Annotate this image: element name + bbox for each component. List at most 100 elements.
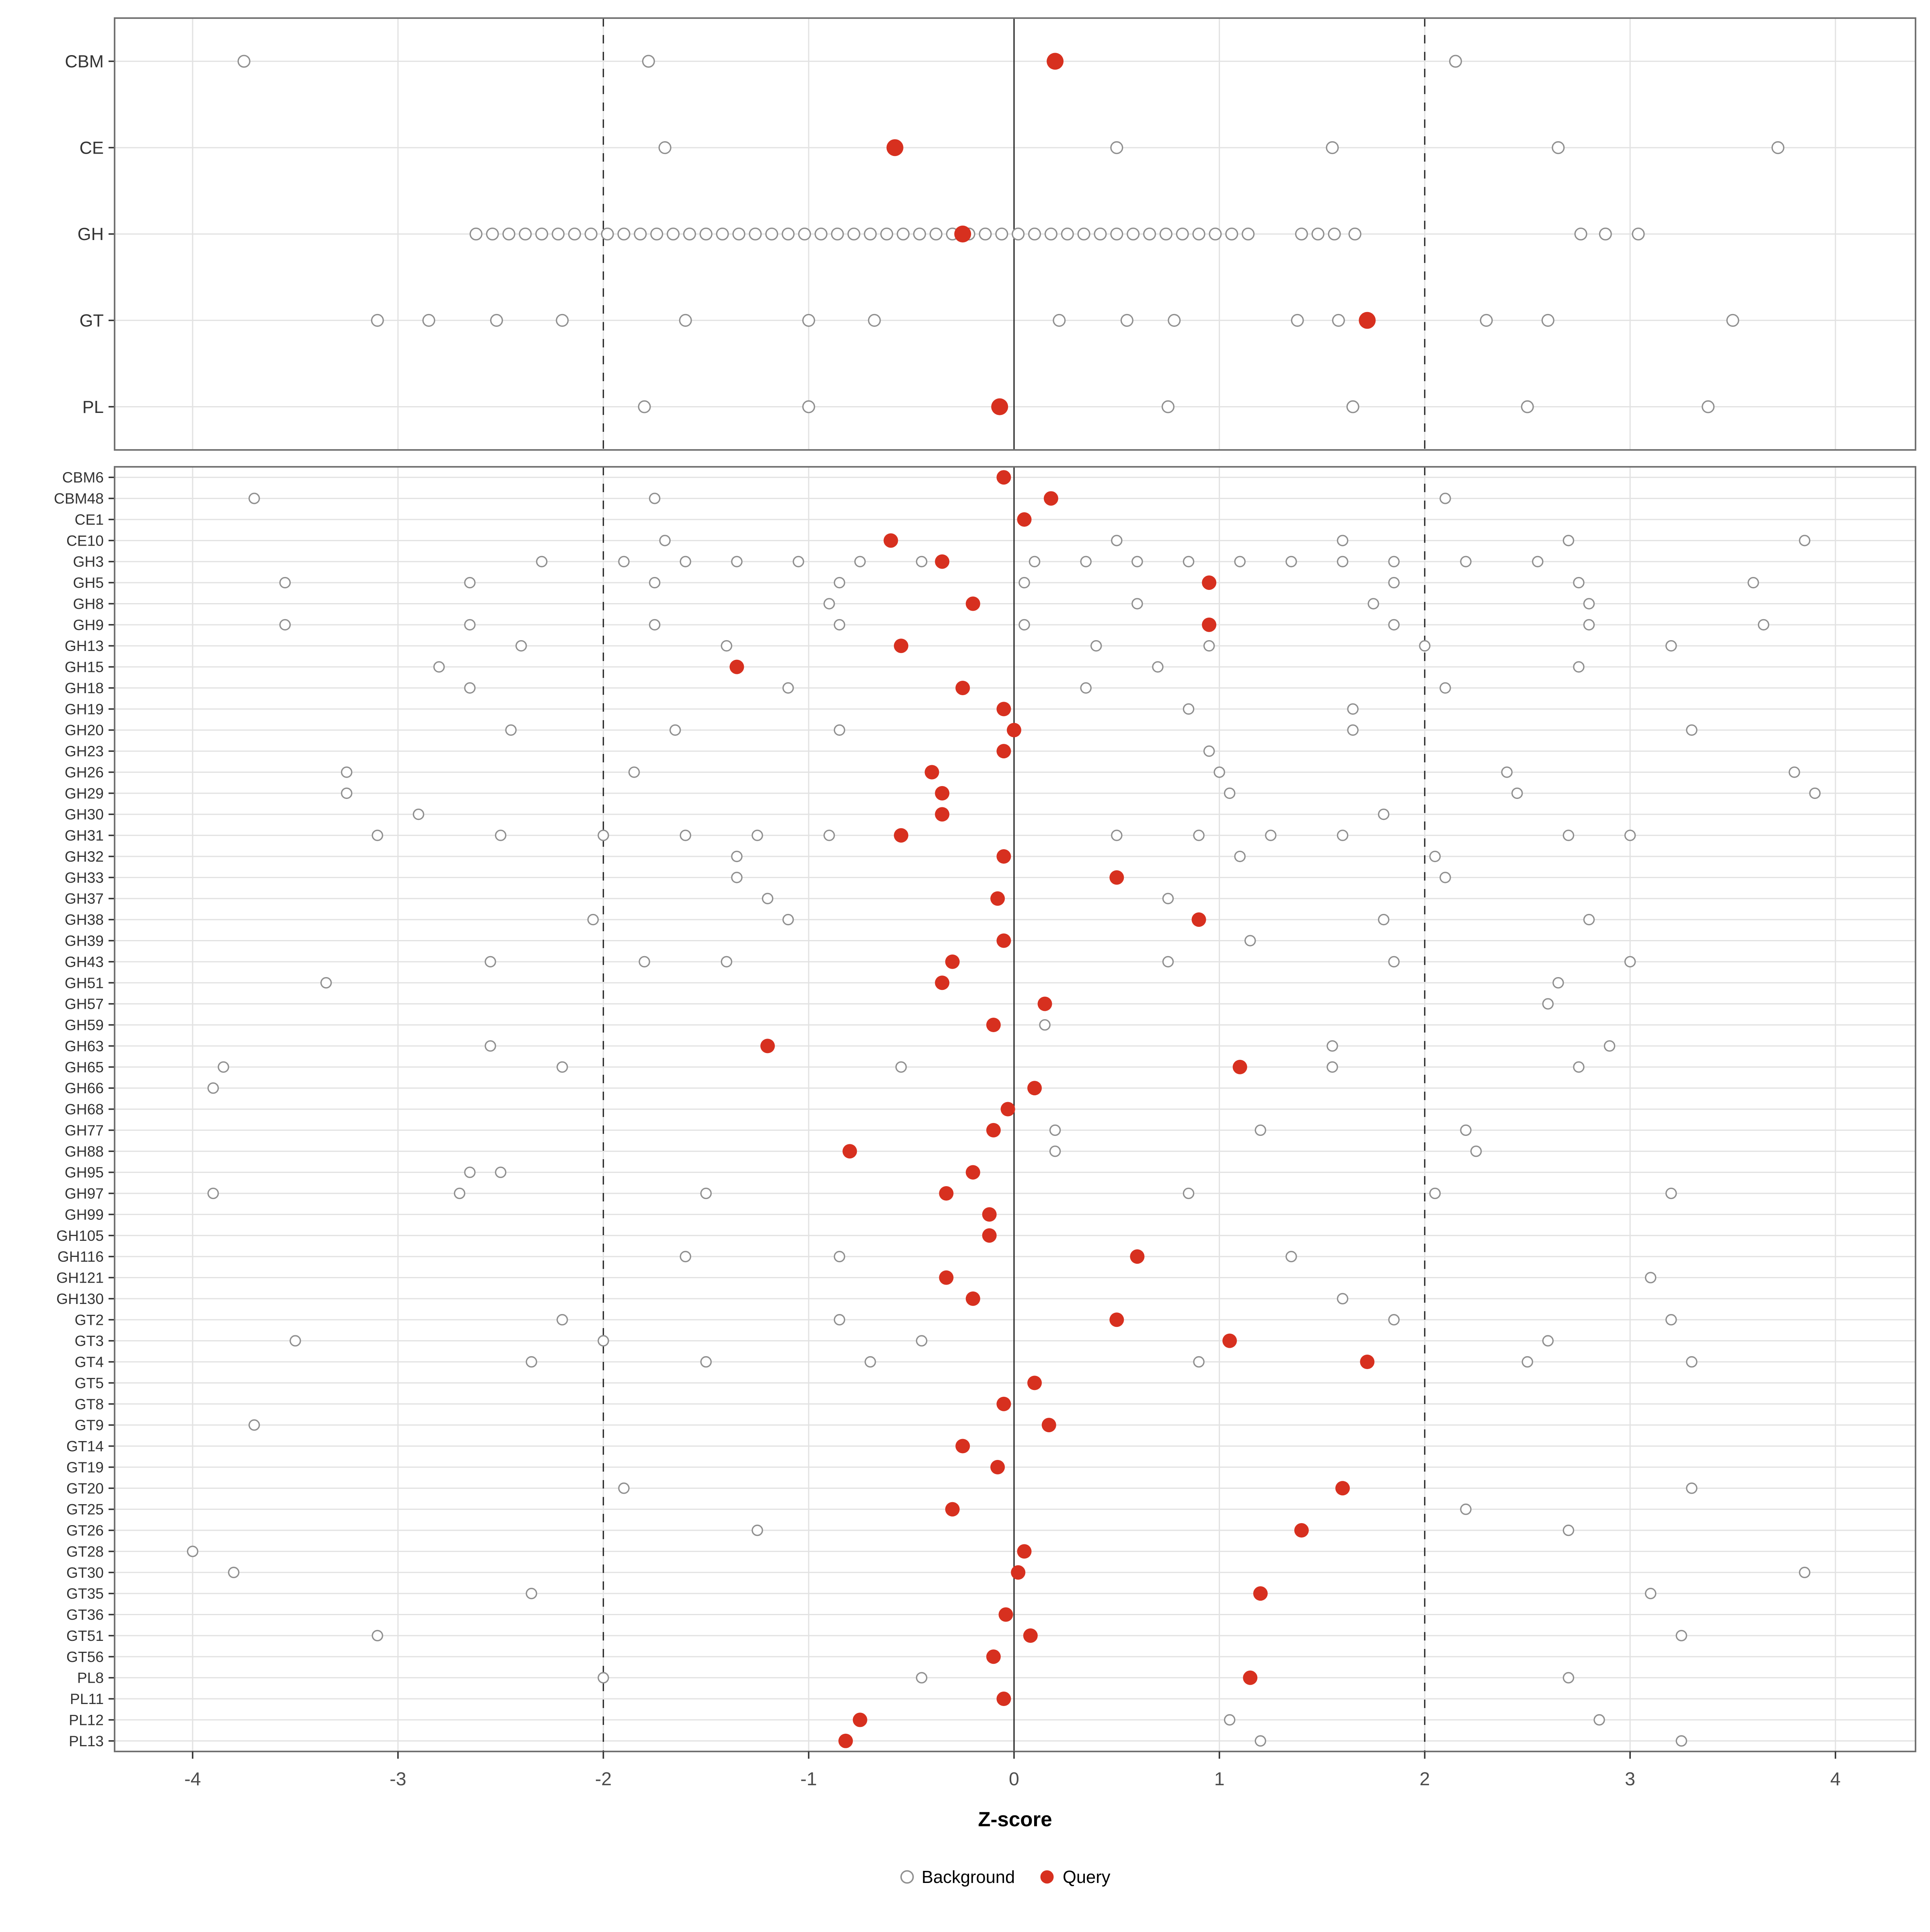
background-point xyxy=(341,766,353,778)
background-point xyxy=(721,640,733,652)
query-point xyxy=(760,1039,775,1053)
background-point xyxy=(502,227,515,241)
y-axis-label: GH23 xyxy=(65,743,104,760)
background-point xyxy=(1771,141,1784,154)
background-point xyxy=(597,1672,609,1684)
x-tick-label: -4 xyxy=(184,1768,201,1789)
background-point xyxy=(1111,829,1123,841)
query-point xyxy=(986,1017,1001,1032)
query-point xyxy=(1043,491,1058,506)
query-point xyxy=(945,954,960,969)
background-point xyxy=(1213,766,1225,778)
background-point xyxy=(1665,640,1677,652)
background-point xyxy=(1348,227,1361,241)
y-axis-label: PL8 xyxy=(77,1669,104,1686)
background-point xyxy=(1162,956,1174,968)
y-axis-label: CE10 xyxy=(66,532,104,549)
query-point xyxy=(1191,912,1206,927)
background-point xyxy=(1053,314,1066,327)
background-point xyxy=(248,1419,260,1431)
background-point xyxy=(1203,640,1215,652)
background-point xyxy=(1265,829,1277,841)
background-point xyxy=(584,227,597,241)
query-point xyxy=(1202,575,1217,590)
query-point xyxy=(982,1207,997,1222)
y-axis-label: GH32 xyxy=(65,848,104,865)
background-point xyxy=(782,682,794,694)
background-point xyxy=(1460,1503,1472,1515)
background-point xyxy=(649,619,661,631)
background-point xyxy=(634,227,647,241)
background-point xyxy=(1604,1040,1616,1052)
background-point xyxy=(535,227,548,241)
y-axis-label: GT19 xyxy=(66,1459,104,1476)
background-point xyxy=(1044,227,1057,241)
background-point xyxy=(700,1187,712,1199)
background-point xyxy=(1332,314,1345,327)
y-axis-label: GT36 xyxy=(66,1606,104,1623)
y-axis-label: GH20 xyxy=(65,722,104,739)
background-point xyxy=(659,535,671,546)
query-point xyxy=(996,702,1011,717)
x-tick-label: -3 xyxy=(390,1768,406,1789)
x-axis-title: Z-score xyxy=(978,1808,1052,1831)
x-tick-label: 2 xyxy=(1419,1768,1430,1789)
background-point xyxy=(1337,535,1349,546)
background-point xyxy=(1326,141,1339,154)
background-point xyxy=(1583,914,1595,926)
background-point xyxy=(1686,1482,1698,1494)
background-point xyxy=(680,1250,692,1263)
background-point xyxy=(1285,556,1297,567)
background-point xyxy=(1028,227,1041,241)
background-point xyxy=(995,227,1008,241)
background-point xyxy=(1583,598,1595,610)
query-point xyxy=(1027,1081,1042,1096)
background-point xyxy=(765,227,778,241)
background-point xyxy=(1347,703,1359,715)
background-point xyxy=(762,893,774,904)
x-tick-label: -2 xyxy=(595,1768,612,1789)
y-axis-label: GH37 xyxy=(65,890,104,907)
background-point xyxy=(782,914,794,926)
y-axis-label: GH5 xyxy=(73,574,104,591)
x-tick-label: -1 xyxy=(801,1768,817,1789)
y-axis-label: GH130 xyxy=(56,1290,104,1307)
x-axis: -4 -3 -2 -1 0 1 2 3 4 Z-score xyxy=(184,1751,1841,1831)
query-point xyxy=(935,807,950,822)
background-point xyxy=(1161,400,1175,413)
background-point xyxy=(464,619,476,631)
background-point xyxy=(1702,400,1715,413)
query-point xyxy=(996,470,1011,485)
background-point xyxy=(1120,314,1133,327)
background-point xyxy=(1090,640,1102,652)
background-point xyxy=(495,1166,507,1178)
background-point xyxy=(454,1187,466,1199)
y-axis-label: PL12 xyxy=(69,1711,104,1728)
background-point xyxy=(1632,227,1645,241)
y-axis-label: GT20 xyxy=(66,1480,104,1497)
background-point xyxy=(732,227,745,241)
background-point xyxy=(1337,556,1349,567)
y-axis-label: GH26 xyxy=(65,764,104,780)
background-point xyxy=(1511,787,1523,799)
y-axis-label: GT30 xyxy=(66,1564,104,1581)
background-point xyxy=(1018,619,1030,631)
y-axis-label: GH105 xyxy=(56,1227,104,1244)
y-axis-label: GH8 xyxy=(73,595,104,612)
background-point xyxy=(823,598,835,610)
background-point xyxy=(854,556,866,567)
background-point xyxy=(834,619,846,631)
query-point xyxy=(935,786,950,801)
query-point xyxy=(1232,1059,1247,1074)
background-point xyxy=(1326,1061,1338,1073)
background-point xyxy=(1460,1124,1472,1136)
background-point xyxy=(1311,227,1324,241)
background-point xyxy=(1018,577,1030,589)
legend-query-label: Query xyxy=(1063,1868,1111,1887)
background-point xyxy=(639,956,650,968)
query-point xyxy=(1006,723,1021,737)
background-point xyxy=(1049,1124,1061,1136)
query-point xyxy=(1047,53,1064,70)
background-point xyxy=(1080,556,1092,567)
y-axis-label: GH51 xyxy=(65,974,104,991)
